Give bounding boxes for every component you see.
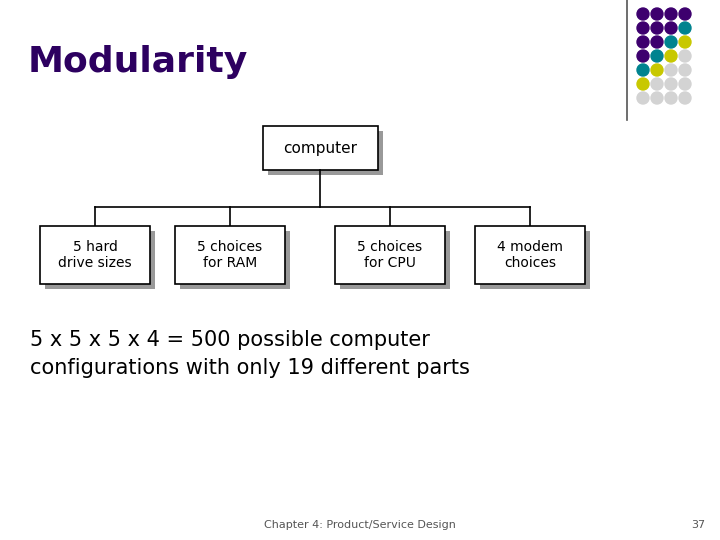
Circle shape <box>651 92 663 104</box>
Circle shape <box>679 8 691 20</box>
Circle shape <box>651 22 663 34</box>
Circle shape <box>679 36 691 48</box>
Text: 5 choices
for CPU: 5 choices for CPU <box>357 240 423 270</box>
FancyBboxPatch shape <box>180 231 290 289</box>
Circle shape <box>665 22 677 34</box>
Text: Modularity: Modularity <box>28 45 248 79</box>
FancyBboxPatch shape <box>480 231 590 289</box>
Circle shape <box>665 78 677 90</box>
Circle shape <box>651 78 663 90</box>
Text: 5 x 5 x 5 x 4 = 500 possible computer: 5 x 5 x 5 x 4 = 500 possible computer <box>30 330 430 350</box>
FancyBboxPatch shape <box>263 126 377 170</box>
Circle shape <box>637 50 649 62</box>
Text: Chapter 4: Product/Service Design: Chapter 4: Product/Service Design <box>264 520 456 530</box>
Circle shape <box>637 78 649 90</box>
Text: 5 hard
drive sizes: 5 hard drive sizes <box>58 240 132 270</box>
Text: 37: 37 <box>691 520 705 530</box>
Circle shape <box>665 50 677 62</box>
Circle shape <box>637 36 649 48</box>
Circle shape <box>679 22 691 34</box>
Circle shape <box>679 92 691 104</box>
FancyBboxPatch shape <box>175 226 285 284</box>
Circle shape <box>651 8 663 20</box>
Circle shape <box>651 36 663 48</box>
Text: configurations with only 19 different parts: configurations with only 19 different pa… <box>30 358 470 378</box>
Circle shape <box>651 50 663 62</box>
Circle shape <box>651 64 663 76</box>
Circle shape <box>679 64 691 76</box>
Circle shape <box>679 78 691 90</box>
Circle shape <box>679 50 691 62</box>
Circle shape <box>665 64 677 76</box>
FancyBboxPatch shape <box>340 231 450 289</box>
Circle shape <box>665 92 677 104</box>
Text: computer: computer <box>283 140 357 156</box>
FancyBboxPatch shape <box>335 226 445 284</box>
Circle shape <box>637 22 649 34</box>
FancyBboxPatch shape <box>475 226 585 284</box>
Circle shape <box>637 8 649 20</box>
Circle shape <box>637 64 649 76</box>
Circle shape <box>637 92 649 104</box>
Text: 5 choices
for RAM: 5 choices for RAM <box>197 240 263 270</box>
Text: 4 modem
choices: 4 modem choices <box>497 240 563 270</box>
Circle shape <box>665 36 677 48</box>
FancyBboxPatch shape <box>268 131 382 175</box>
FancyBboxPatch shape <box>40 226 150 284</box>
Circle shape <box>665 8 677 20</box>
FancyBboxPatch shape <box>45 231 155 289</box>
